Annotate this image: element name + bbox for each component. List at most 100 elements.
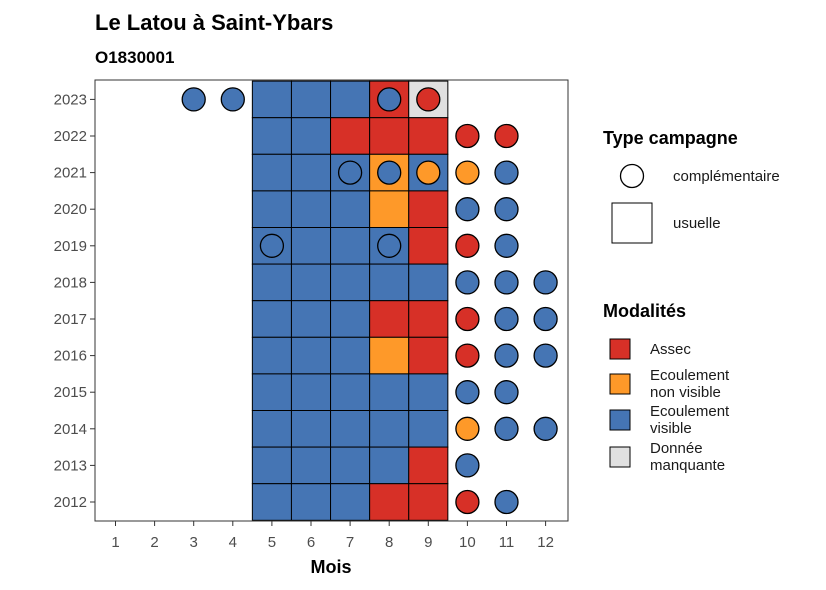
point-2019-5 (259, 233, 285, 258)
tile-2014-6 (290, 410, 332, 448)
point-2015-10 (455, 380, 480, 405)
y-tick-label-2012: 2012 (54, 494, 87, 511)
y-tick-label-2017: 2017 (54, 311, 87, 328)
x-tick-label-6: 6 (307, 534, 315, 551)
legend-label-ecoulement-non-visible-1: Ecoulement (650, 367, 730, 384)
point-2019-11 (494, 233, 519, 258)
tile-2017-9 (408, 300, 449, 338)
tile-2014-8 (369, 410, 410, 448)
legend-type-campagne: Type campagne complémentaire usuelle (603, 128, 780, 244)
tile-2022-5 (251, 117, 292, 155)
tile-2022-7 (330, 117, 371, 155)
chart-subtitle: O1830001 (95, 48, 174, 67)
point-2023-4 (220, 87, 245, 112)
tile-2015-9 (408, 373, 449, 411)
tile-2015-7 (330, 373, 371, 411)
x-tick-label-8: 8 (385, 534, 393, 551)
tile-2015-5 (251, 373, 292, 411)
point-2014-11 (494, 416, 519, 441)
x-tick-label-3: 3 (190, 534, 198, 551)
y-tick-label-2013: 2013 (54, 457, 87, 474)
point-2021-7 (337, 160, 363, 185)
usuelle-tiles (251, 80, 449, 521)
tile-2023-6 (290, 80, 332, 119)
tile-2017-6 (290, 300, 332, 338)
legend-swatch-assec (609, 338, 631, 360)
x-axis-title: Mois (310, 557, 351, 577)
legend-type-title: Type campagne (603, 128, 738, 148)
tile-2014-5 (251, 410, 292, 448)
point-2023-8 (377, 87, 402, 112)
y-tick-label-2015: 2015 (54, 384, 87, 401)
tile-2016-7 (330, 336, 371, 375)
tile-2018-5 (251, 263, 292, 302)
legend-label-complementaire: complémentaire (673, 168, 780, 185)
x-tick-label-2: 2 (150, 534, 158, 551)
tile-2012-5 (251, 483, 292, 521)
x-tick-label-5: 5 (268, 534, 276, 551)
point-2019-10 (455, 233, 480, 258)
tile-2023-5 (251, 80, 292, 119)
point-2016-12 (533, 343, 558, 368)
tile-2017-8 (369, 300, 410, 338)
tile-2020-7 (330, 190, 371, 228)
point-2016-10 (455, 343, 480, 368)
point-2023-3 (181, 87, 206, 112)
x-tick-label-4: 4 (229, 534, 237, 551)
tile-2013-8 (369, 446, 410, 485)
point-2012-10 (455, 489, 480, 515)
point-2014-10 (455, 416, 480, 441)
tile-2018-9 (408, 263, 449, 302)
point-2013-10 (455, 453, 480, 478)
x-tick-label-7: 7 (346, 534, 354, 551)
tile-2020-6 (290, 190, 332, 228)
tile-2015-6 (290, 373, 332, 411)
point-2017-12 (533, 306, 558, 332)
point-2023-9 (416, 87, 441, 112)
tile-2013-5 (251, 446, 292, 485)
tile-2015-8 (369, 373, 410, 411)
point-2019-8 (377, 233, 402, 258)
tile-2012-9 (408, 483, 449, 521)
legend-label-assec-1: Assec (650, 341, 691, 358)
point-2020-10 (455, 197, 480, 222)
tile-2017-7 (330, 300, 371, 338)
tile-2012-7 (330, 483, 371, 521)
tile-2013-9 (408, 446, 449, 485)
point-2022-11 (494, 123, 519, 149)
tile-2017-5 (251, 300, 292, 338)
point-2021-11 (494, 160, 519, 185)
y-tick-label-2023: 2023 (54, 91, 87, 108)
legend-modalites-title: Modalités (603, 301, 686, 321)
x-tick-label-10: 10 (459, 534, 476, 551)
y-tick-label-2018: 2018 (54, 274, 87, 291)
x-tick-label-1: 1 (111, 534, 119, 551)
tile-2016-5 (251, 336, 292, 375)
tile-2020-5 (251, 190, 292, 228)
tile-2016-9 (408, 336, 449, 375)
tile-2016-6 (290, 336, 332, 375)
chart-title: Le Latou à Saint-Ybars (95, 10, 333, 35)
point-2018-10 (455, 270, 480, 295)
plot-panel (94, 79, 569, 522)
tile-2022-6 (290, 117, 332, 155)
x-tick-label-12: 12 (537, 534, 554, 551)
tile-2019-7 (330, 227, 371, 265)
tile-2014-9 (408, 410, 449, 448)
tile-2014-7 (330, 410, 371, 448)
legend-symbol-usuelle (611, 202, 653, 244)
tile-2016-8 (369, 336, 410, 375)
legend-swatch-donn-e-manquante (609, 446, 631, 468)
tile-2020-9 (408, 190, 449, 228)
y-axis: 2012 2013 2014 2015 2016 2017 2018 2019 2020 2021… (54, 91, 95, 511)
point-2018-11 (494, 270, 519, 295)
point-2015-11 (494, 380, 519, 405)
y-tick-label-2016: 2016 (54, 348, 87, 365)
plot-border (94, 79, 569, 522)
tile-2021-5 (251, 153, 292, 192)
tile-2018-7 (330, 263, 371, 302)
point-2018-12 (533, 270, 558, 295)
tile-2019-6 (290, 227, 332, 265)
point-2021-8 (377, 160, 402, 185)
